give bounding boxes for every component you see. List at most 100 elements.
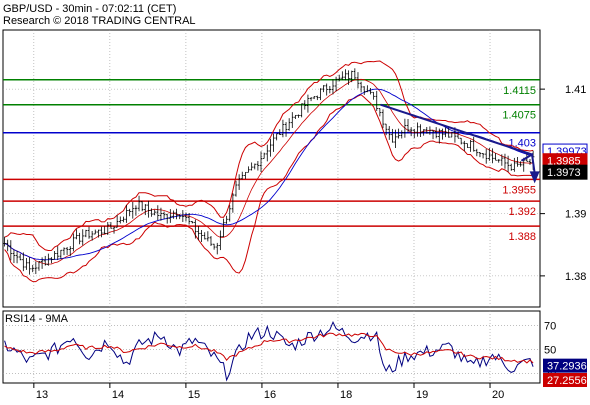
- candlestick: [337, 74, 341, 82]
- candlestick: [409, 127, 413, 137]
- forecast-arrow-line: [520, 152, 536, 174]
- candlestick: [444, 127, 447, 138]
- candlestick: [450, 131, 454, 138]
- candlestick: [100, 226, 103, 238]
- candlestick: [140, 201, 144, 212]
- candlestick: [272, 133, 275, 152]
- candlestick: [106, 221, 110, 236]
- candlestick: [294, 114, 297, 120]
- candlestick: [416, 122, 419, 137]
- candlestick: [491, 148, 494, 164]
- candlestick: [509, 163, 513, 171]
- candlestick: [125, 205, 128, 223]
- rsi-9ma-line: [4, 332, 534, 364]
- price-level-label: 1.4115: [503, 85, 536, 97]
- candlestick: [347, 70, 350, 85]
- x-tick-label: 13: [36, 389, 48, 400]
- candlestick: [90, 230, 94, 241]
- candlestick: [53, 251, 56, 260]
- candlestick: [59, 249, 63, 260]
- candlestick: [400, 130, 404, 139]
- candlestick: [309, 97, 313, 102]
- candlestick: [494, 153, 497, 161]
- candlestick: [153, 209, 156, 216]
- candlestick: [437, 128, 441, 144]
- rsi-value-tag-box: [543, 373, 587, 387]
- x-tick-label: 14: [112, 389, 124, 400]
- x-tick-label: 15: [188, 389, 200, 400]
- candlestick: [397, 128, 400, 139]
- candlestick: [237, 174, 241, 190]
- candlestick: [34, 261, 38, 275]
- candlestick: [37, 261, 41, 271]
- rsi-panel: RSI14 - 9MA: [2, 310, 541, 384]
- candlestick: [290, 112, 294, 128]
- candlestick: [169, 209, 172, 223]
- candlestick: [297, 114, 300, 118]
- bollinger-middle-band: [4, 78, 534, 265]
- candlestick: [128, 208, 131, 217]
- candlestick: [43, 255, 47, 266]
- candlestick: [150, 208, 153, 217]
- price-level-label: 1.3955: [502, 184, 536, 196]
- price-tag-label: 1.3973: [547, 167, 581, 179]
- candlestick: [325, 83, 329, 96]
- rsi-value-tag-label: 27.2556: [547, 375, 587, 387]
- candlestick: [341, 71, 344, 81]
- candlestick: [15, 250, 19, 264]
- candlestick: [303, 100, 307, 110]
- candlestick: [513, 157, 516, 172]
- candlestick: [190, 220, 194, 224]
- candlestick: [84, 229, 88, 238]
- candlestick: [281, 119, 285, 138]
- candlestick: [306, 94, 310, 113]
- candlestick: [109, 222, 113, 229]
- candlestick: [391, 128, 394, 143]
- candlestick: [87, 226, 91, 239]
- candlestick: [187, 213, 191, 225]
- candlestick: [481, 152, 485, 159]
- candlestick: [18, 253, 22, 261]
- candlestick: [25, 257, 28, 270]
- candlestick: [394, 129, 397, 148]
- candlestick: [184, 212, 188, 222]
- candlestick: [406, 118, 410, 134]
- x-tick-label: 20: [492, 389, 504, 400]
- candlestick: [134, 205, 138, 216]
- price-tag-box: [542, 164, 588, 180]
- candlestick: [81, 229, 85, 246]
- candlestick: [40, 257, 44, 269]
- candlestick: [300, 103, 303, 118]
- candlestick: [284, 122, 288, 137]
- chart-header-line2: Research © 2018 TRADING CENTRAL: [3, 15, 196, 27]
- candlestick: [147, 200, 150, 218]
- candlestick: [175, 208, 178, 220]
- candlestick: [247, 166, 250, 173]
- candlestick: [256, 161, 260, 171]
- candlestick: [65, 246, 69, 255]
- candlestick: [253, 163, 257, 170]
- candlestick: [319, 88, 322, 101]
- candlestick: [412, 128, 416, 139]
- rsi-panel-title: RSI14 - 9MA: [5, 313, 69, 325]
- candlestick: [56, 246, 60, 261]
- candlestick: [259, 151, 263, 173]
- candlestick: [6, 239, 9, 252]
- candlestick: [219, 230, 222, 251]
- candlestick: [472, 136, 475, 152]
- candlestick: [231, 193, 235, 213]
- price-level-label: 1.392: [508, 206, 536, 218]
- candlestick: [197, 226, 200, 241]
- x-tick-label: 19: [416, 389, 428, 400]
- candlestick: [434, 127, 438, 139]
- candlestick: [131, 201, 135, 219]
- candlestick: [194, 219, 197, 239]
- candlestick: [503, 153, 507, 169]
- candlestick: [50, 257, 53, 264]
- price-level-label: 1.388: [508, 231, 536, 243]
- price-y-tick-label: 1.39: [565, 209, 586, 221]
- price-plot-frame: [2, 29, 541, 308]
- candlestick: [500, 154, 504, 166]
